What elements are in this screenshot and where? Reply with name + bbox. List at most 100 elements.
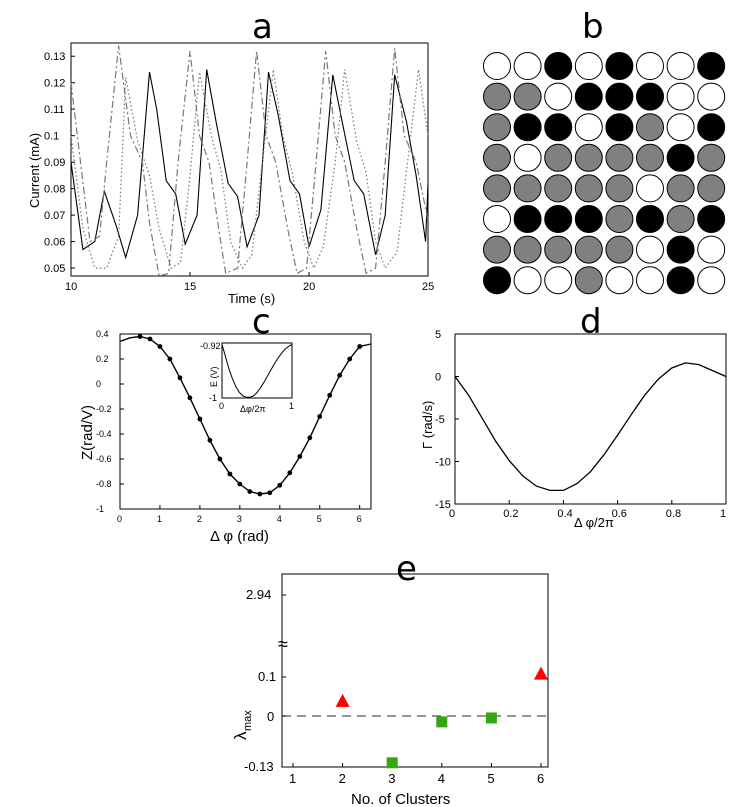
ytick-0: 0 [267, 709, 274, 724]
panel-c-inset: -0.92 -1 0 1 Δφ/2π E (V) [200, 341, 294, 414]
node-circle [666, 174, 695, 203]
node-circle [483, 174, 511, 203]
node-circle [574, 143, 603, 172]
gamma-curve [454, 362, 727, 492]
panel-a-ytick-label: 0.06 [44, 237, 65, 249]
z-point [337, 372, 343, 378]
z-point [277, 482, 283, 488]
node-circle [513, 205, 542, 233]
panel-c-ylabel: Z(rad/V) [79, 405, 96, 460]
panel-a-ytick-label: 0.08 [44, 184, 65, 196]
panel-a-ylabel: Current (mA) [27, 133, 42, 208]
z-point [217, 456, 223, 462]
lambda-square-marker [485, 712, 497, 724]
panel-d-ytick-label: -15 [435, 499, 451, 511]
node-circle [605, 82, 634, 111]
z-point [227, 471, 233, 477]
current-series-dotted [70, 69, 429, 270]
z-point [147, 336, 153, 342]
panel-e-xlabel: No. of Clusters [351, 791, 450, 807]
node-circle [666, 143, 695, 172]
panel-c-xtick-label: 6 [357, 514, 362, 524]
panel-d-ytick-label: 0 [435, 372, 441, 384]
panel-e-xtick-label: 2 [339, 771, 346, 786]
panel-c-frame [119, 333, 372, 510]
lambda-triangle-marker [335, 693, 350, 707]
panel-e-xtick-label: 1 [289, 771, 296, 786]
inset-e-curve [221, 343, 293, 398]
node-circle [666, 235, 695, 264]
node-circle [483, 205, 511, 233]
inset-ylabel: E (V) [209, 366, 219, 387]
node-circle [544, 266, 573, 295]
panel-d-xtick-label: 0.8 [666, 508, 681, 520]
node-circle [697, 235, 726, 264]
node-circle [483, 52, 511, 80]
panel-label-e: e [396, 549, 417, 589]
inset-ytick-bottom: -1 [209, 393, 217, 403]
axis-break-mark: ≈ [278, 634, 288, 654]
node-circle [605, 113, 634, 142]
node-circle [697, 205, 726, 233]
z-curve [119, 335, 372, 495]
panel-c-ytick-label: 0 [96, 379, 101, 389]
panel-c-ytick-label: -0.8 [96, 479, 112, 489]
panel-e-ylabel: λ max [231, 710, 254, 740]
panel-c-xtick-label: 0 [117, 514, 122, 524]
node-circle [636, 266, 664, 295]
node-circle [636, 52, 664, 80]
node-circle [483, 82, 511, 111]
node-circle [697, 143, 726, 172]
panel-a-ytick-label: 0.11 [44, 104, 65, 116]
panel-e-frame [281, 573, 549, 768]
z-point [327, 392, 333, 398]
z-point [257, 491, 263, 497]
node-circle [666, 52, 695, 80]
node-circle [697, 82, 726, 111]
node-circle [513, 266, 542, 295]
panel-c-ytick-label: 0.2 [96, 354, 109, 364]
panel-c-ytick-label: -0.6 [96, 454, 112, 464]
node-circle [605, 235, 634, 264]
panel-d-xtick-label: 0.2 [503, 508, 518, 520]
z-point [267, 490, 273, 496]
z-point [237, 481, 243, 487]
ytick-0.1: 0.1 [258, 669, 276, 684]
panel-d-xlabel: Δ φ/2π [574, 515, 614, 530]
z-point [247, 489, 253, 494]
node-circle [666, 82, 695, 111]
panel-c-ytick-label: -1 [96, 504, 104, 514]
node-circle [513, 52, 542, 80]
ylabel-lambda: λ [231, 731, 250, 740]
node-circle [697, 266, 726, 295]
panel-d-xtick-label: 0.6 [612, 508, 627, 520]
panel-d-xtick-label: 0 [449, 508, 455, 520]
panel-a-xlabel: Time (s) [228, 291, 275, 306]
panel-c-ytick-label: 0.4 [96, 329, 109, 339]
z-point [207, 437, 213, 443]
node-circle [513, 82, 542, 111]
node-circle [574, 174, 603, 203]
z-point [157, 344, 163, 349]
lambda-triangle-marker [534, 666, 548, 680]
node-circle [574, 266, 603, 295]
node-circle [544, 143, 573, 172]
node-circle [605, 174, 634, 203]
panel-d-frame [454, 333, 727, 505]
node-circle [636, 113, 664, 142]
node-circle [574, 82, 603, 111]
panel-a-current-plot: 10 15 20 25 0.05 0.06 0.07 0.08 0.09 0.1 0.11 0.12 0… [27, 42, 434, 306]
node-circle [574, 235, 603, 264]
z-point [357, 344, 363, 349]
inset-ytick-top: -0.92 [200, 341, 221, 351]
panel-c-xlabel: Δ φ (rad) [210, 528, 269, 545]
z-point [317, 414, 323, 419]
node-circle [544, 82, 573, 111]
node-circle [544, 205, 573, 233]
panel-label-d: d [580, 302, 602, 342]
node-circle [666, 266, 695, 295]
panel-a-xtick-label: 15 [184, 281, 196, 293]
inset-xlabel: Δφ/2π [240, 404, 266, 414]
panel-e-xtick-label: 6 [537, 771, 544, 786]
